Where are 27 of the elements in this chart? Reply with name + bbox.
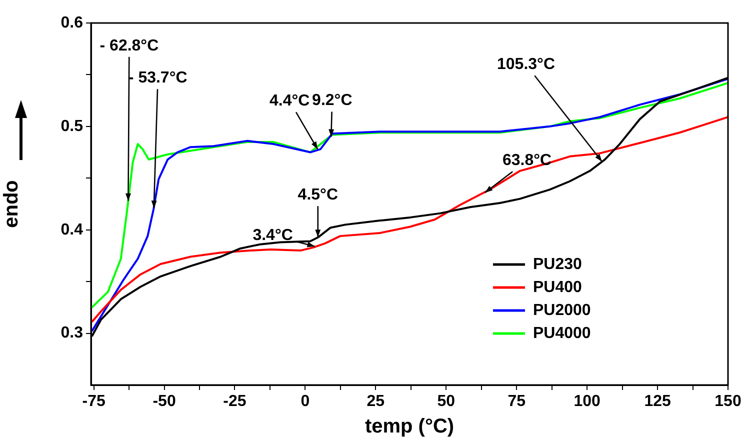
- y-tick-label: 0.6: [60, 14, 84, 32]
- x-tick-label: -75: [82, 393, 106, 410]
- x-tick-label: 100: [574, 393, 601, 410]
- y-axis-title: endo: [0, 180, 23, 228]
- legend-label: PU230: [533, 256, 582, 273]
- annotation: 63.8°C: [502, 152, 552, 170]
- x-axis-title: temp (°C): [364, 416, 454, 438]
- y-tick-label: 0.3: [60, 324, 84, 342]
- annotation: 105.3°C: [497, 56, 556, 73]
- annotation: - 62.8°C: [100, 37, 160, 54]
- legend-label: PU2000: [533, 302, 591, 319]
- annotation: 3.4°C: [252, 226, 294, 244]
- annotation: 4.5°C: [298, 186, 338, 204]
- x-tick-label: 75: [508, 393, 526, 410]
- x-tick-label: 50: [437, 393, 456, 410]
- x-tick-label: 25: [366, 393, 385, 410]
- annotation: 4.4°C: [270, 92, 310, 110]
- legend-label: PU400: [533, 278, 582, 296]
- x-tick-label: -25: [223, 393, 246, 410]
- y-tick-label: 0.4: [60, 221, 84, 238]
- annotation: 9.2°C: [312, 92, 353, 110]
- x-tick-label: 125: [644, 393, 671, 410]
- legend-label: PU4000: [533, 324, 591, 342]
- x-tick-label: 0: [300, 393, 310, 410]
- x-tick-label: -50: [152, 393, 176, 410]
- x-tick-label: 150: [714, 393, 742, 410]
- y-tick-label: 0.5: [60, 118, 84, 135]
